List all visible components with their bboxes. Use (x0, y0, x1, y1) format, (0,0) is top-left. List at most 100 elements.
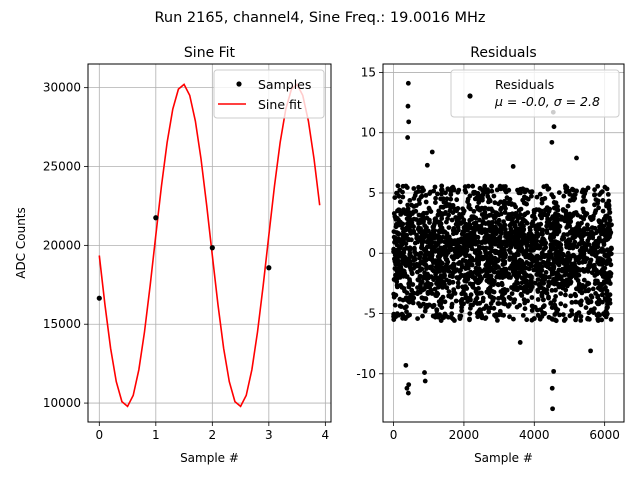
residual-point (529, 278, 534, 284)
residuals-y-tick-label: -10 (356, 367, 376, 381)
residual-point (561, 193, 567, 199)
residual-point (493, 226, 499, 231)
residual-point (601, 279, 607, 284)
residual-point (401, 240, 407, 246)
residual-point (527, 288, 533, 294)
residual-point (564, 280, 570, 286)
residual-point (448, 196, 454, 202)
residual-point (459, 308, 464, 314)
sine-fit-x-tick-label: 4 (322, 428, 330, 442)
residual-point (587, 260, 593, 265)
sine-fit-ylabel: ADC Counts (14, 207, 28, 279)
residual-point (411, 216, 417, 222)
residual-point (524, 317, 530, 323)
residual-point (542, 245, 548, 251)
residual-point (494, 187, 500, 193)
residual-point (594, 312, 600, 318)
residual-outlier-point (551, 124, 557, 130)
residual-outlier-point (510, 164, 516, 169)
residual-point (468, 206, 473, 212)
residual-point (496, 201, 501, 207)
residual-point (535, 242, 540, 248)
residual-point (521, 271, 527, 276)
residual-point (501, 219, 506, 225)
residual-point (558, 301, 564, 307)
sine-fit-x-tick-label: 2 (209, 428, 217, 442)
residual-point (446, 225, 452, 231)
residual-point (415, 269, 420, 275)
residual-point (544, 228, 550, 233)
residual-point (447, 246, 453, 252)
residual-point (574, 244, 580, 250)
residual-point (434, 307, 440, 312)
residual-point (400, 315, 405, 321)
residual-point (407, 265, 413, 270)
residual-point (524, 260, 529, 265)
residual-point (568, 293, 574, 299)
residual-point (423, 193, 429, 198)
residual-point (562, 272, 568, 278)
residual-point (391, 234, 397, 240)
residual-outlier-point (422, 370, 427, 375)
residual-point (592, 192, 597, 198)
residual-point (501, 266, 507, 272)
residual-point (471, 214, 477, 220)
sample-point (209, 245, 215, 251)
residual-point (607, 210, 612, 215)
residual-point (591, 232, 596, 237)
residual-point (392, 195, 398, 201)
residual-point (496, 257, 501, 262)
residual-point (607, 250, 613, 255)
residual-point (556, 190, 562, 196)
residual-point (433, 271, 438, 277)
residual-point (491, 213, 496, 219)
residual-point (450, 210, 456, 216)
residual-outlier-point (549, 385, 555, 391)
residual-point (425, 238, 431, 244)
residual-point (417, 255, 422, 261)
residual-outlier-point (429, 149, 435, 155)
residual-point (424, 302, 430, 308)
residual-point (528, 189, 533, 195)
residual-point (565, 203, 571, 209)
residual-point (513, 270, 518, 275)
residuals-xlabel: Sample # (474, 451, 533, 465)
residual-point (454, 275, 460, 280)
residual-point (607, 292, 613, 298)
residual-point (535, 297, 541, 302)
residual-point (604, 311, 610, 317)
residual-point (467, 295, 473, 301)
residual-point (585, 268, 591, 274)
residual-point (411, 196, 417, 201)
residual-point (398, 304, 404, 309)
residual-point (423, 227, 429, 232)
residual-point (486, 199, 491, 205)
residual-point (525, 281, 530, 287)
residual-point (496, 217, 502, 223)
residual-point (542, 277, 548, 282)
residual-point (400, 254, 405, 260)
residual-point (443, 313, 449, 319)
residual-point (440, 294, 446, 300)
residual-point (580, 259, 585, 265)
residual-point (467, 281, 473, 287)
residual-point (439, 187, 445, 193)
residual-point (533, 259, 539, 264)
residual-point (578, 214, 584, 220)
residual-point (442, 250, 448, 256)
residual-point (516, 252, 521, 258)
residual-point (535, 312, 541, 318)
residual-point (606, 202, 612, 208)
residual-point (531, 247, 536, 253)
residual-point (437, 312, 442, 317)
residual-point (431, 302, 437, 308)
residual-point (532, 216, 538, 222)
residual-point (433, 216, 438, 222)
residual-point (422, 252, 427, 258)
residual-point (496, 212, 502, 218)
residual-point (432, 232, 438, 238)
residual-point (553, 287, 558, 293)
residuals-y-tick-label: -5 (364, 307, 376, 321)
residual-point (445, 187, 451, 192)
legend-residuals-stats: μ = -0.0, σ = 2.8 (494, 94, 600, 109)
